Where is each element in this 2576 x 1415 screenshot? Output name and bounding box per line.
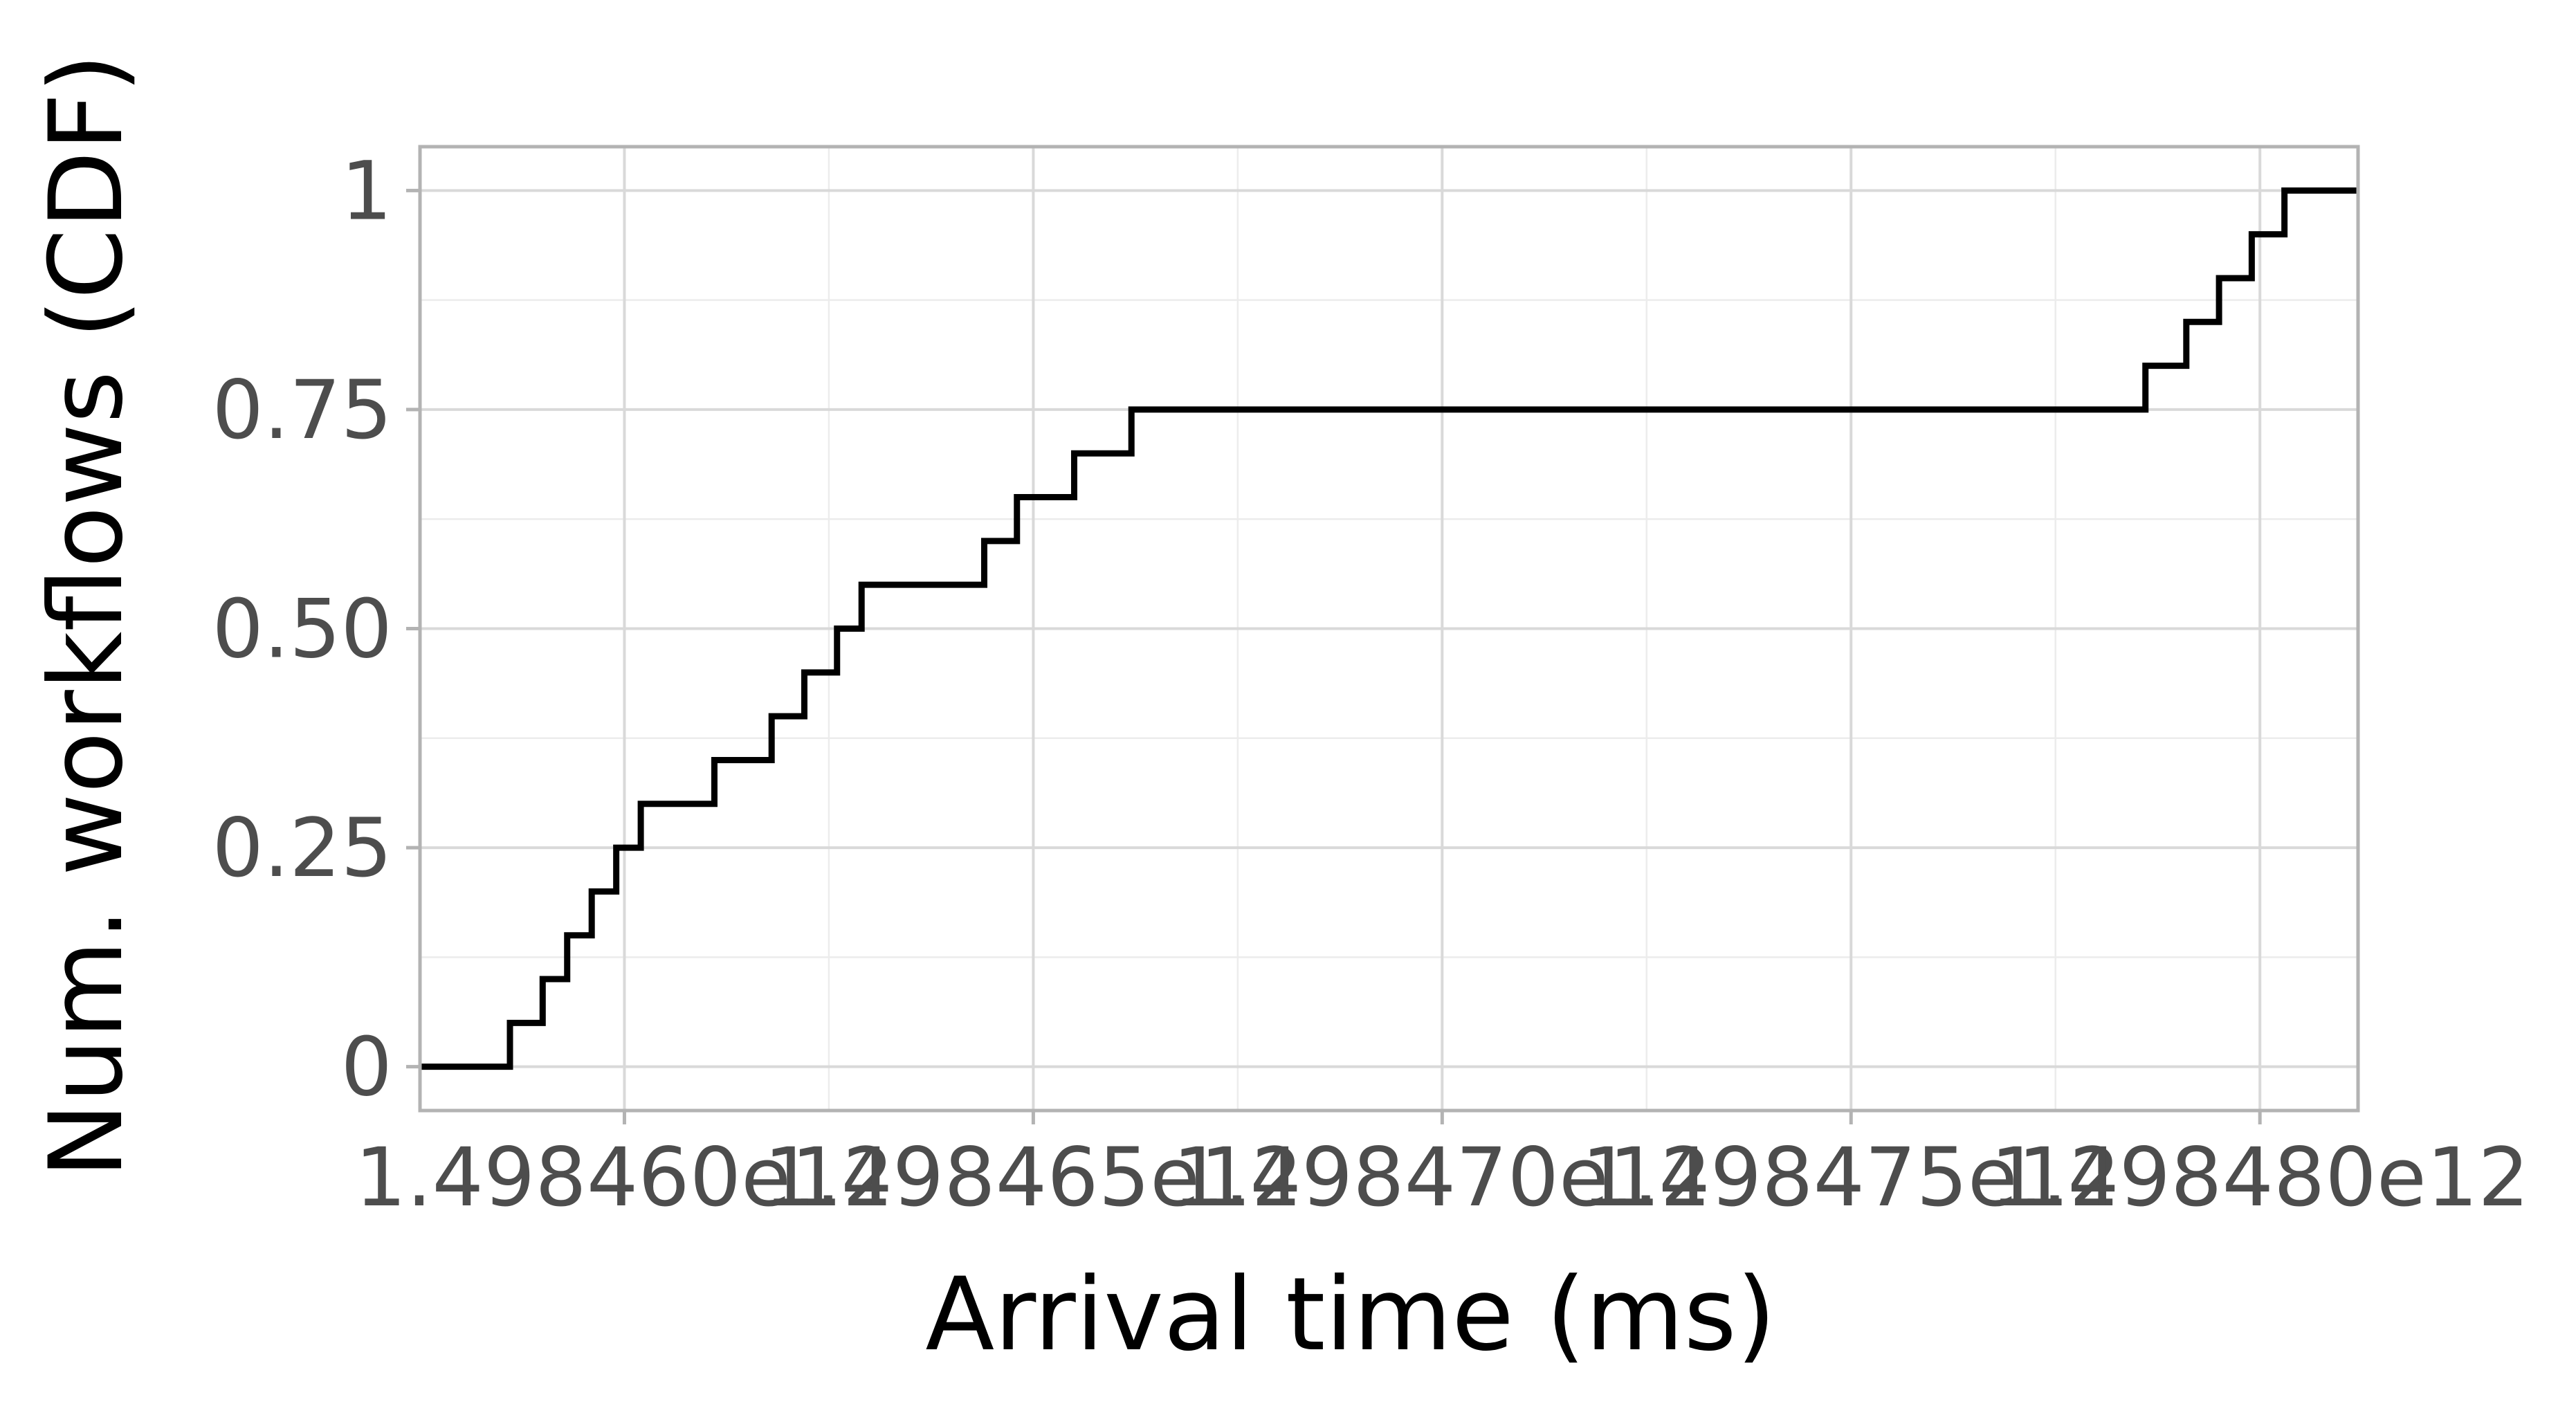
x-axis-label: Arrival time (ms) bbox=[925, 1256, 1775, 1373]
x-tick-label: 1.498475e12 bbox=[1582, 1130, 2121, 1225]
y-axis-label: Num. workflows (CDF) bbox=[28, 53, 145, 1178]
x-tick-label: 1.498470e12 bbox=[1173, 1130, 1712, 1225]
y-tick-label: 0 bbox=[341, 1020, 392, 1115]
y-tick-label: 0.75 bbox=[212, 363, 392, 457]
y-tick-label: 1 bbox=[341, 143, 392, 238]
x-tick-label: 1.498465e12 bbox=[764, 1130, 1303, 1225]
y-tick-label: 0.25 bbox=[212, 801, 392, 895]
x-tick-label: 1.498480e12 bbox=[1991, 1130, 2530, 1225]
y-tick-label: 0.50 bbox=[212, 582, 392, 677]
x-axis-ticks: 1.498460e121.498465e121.498470e121.49847… bbox=[355, 1111, 2530, 1225]
major-grid bbox=[420, 147, 2358, 1111]
cdf-step-line bbox=[420, 187, 2358, 1070]
minor-grid bbox=[420, 147, 2358, 1111]
x-tick-label: 1.498460e12 bbox=[355, 1130, 894, 1225]
y-axis-ticks: 0 0.25 0.50 0.75 1 bbox=[212, 143, 420, 1115]
